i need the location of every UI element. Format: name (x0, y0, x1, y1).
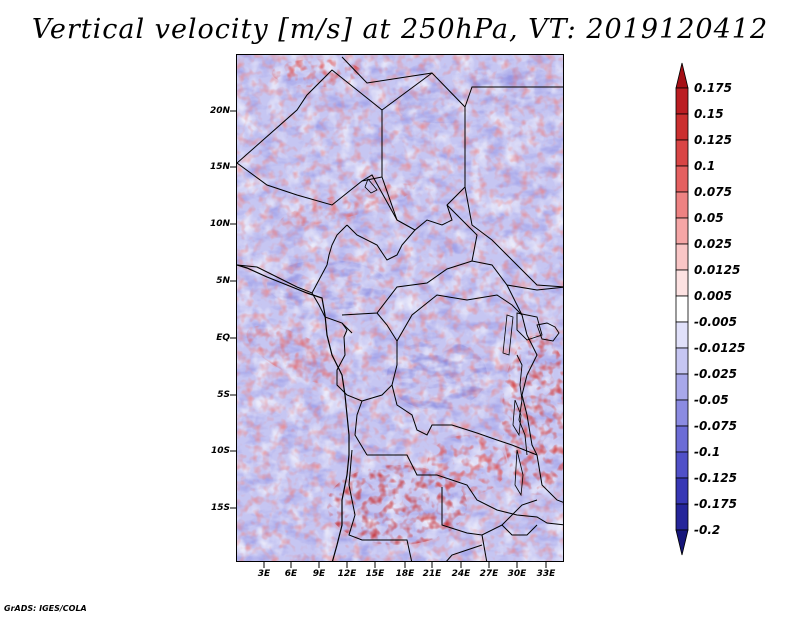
colorbar-label-11: -0.025 (694, 367, 737, 381)
colorbar-label-10: -0.0125 (694, 341, 746, 355)
colorbar-label-12: -0.05 (694, 393, 729, 407)
colorbar-swatch (675, 347, 689, 375)
colorbar-swatch (675, 62, 689, 89)
colorbar-swatch (675, 217, 689, 245)
ascent-regions (246, 59, 563, 545)
map-canvas (237, 55, 563, 561)
colorbar-label-0: 0.175 (694, 81, 732, 95)
lon-label-3e: 3E (257, 569, 271, 579)
lon-label-18e: 18E (395, 569, 415, 579)
colorbar-swatch (675, 139, 689, 167)
colorbar-swatch (675, 477, 689, 505)
colorbar-swatch (675, 243, 689, 271)
lon-label-15e: 15E (365, 569, 385, 579)
colorbar-label-15: -0.125 (694, 471, 737, 485)
colorbar-swatch (675, 529, 689, 556)
lon-label-27e: 27E (479, 569, 499, 579)
colorbar-swatch (675, 451, 689, 479)
lat-label-5s: 5S (217, 390, 230, 400)
axis-ticks (230, 110, 547, 568)
colorbar-label-17: -0.2 (694, 523, 721, 537)
colorbar-swatch (675, 269, 689, 297)
colorbar-swatch (675, 399, 689, 427)
colorbar-label-4: 0.075 (694, 185, 732, 199)
colorbar-label-2: 0.125 (694, 133, 732, 147)
colorbar-label-16: -0.175 (694, 497, 737, 511)
colorbar-label-14: -0.1 (694, 445, 721, 459)
lat-label-10s: 10S (210, 446, 230, 456)
colorbar-swatch (675, 113, 689, 141)
lat-label-15n: 15N (209, 162, 230, 172)
colorbar-label-13: -0.075 (694, 419, 737, 433)
lat-label-20n: 20N (209, 106, 230, 116)
lon-label-6e: 6E (284, 569, 298, 579)
colorbar-swatch (675, 373, 689, 401)
colorbar-label-5: 0.05 (694, 211, 724, 225)
lat-label-10n: 10N (209, 219, 230, 229)
colorbar-swatch (675, 425, 689, 453)
colorbar (675, 62, 689, 556)
colorbar-swatch (675, 503, 689, 531)
lon-label-9e: 9E (312, 569, 326, 579)
lon-label-33e: 33E (536, 569, 556, 579)
country-boundaries (237, 56, 563, 561)
coastline (237, 264, 560, 561)
footer-credit: GrADS: IGES/COLA (4, 604, 87, 613)
colorbar-swatch (675, 191, 689, 219)
colorbar-label-3: 0.1 (694, 159, 716, 173)
colorbar-swatch (675, 165, 689, 193)
colorbar-swatch (675, 87, 689, 115)
lat-label-eq: EQ (216, 333, 230, 343)
lon-label-21e: 21E (422, 569, 442, 579)
descent-regions (267, 66, 556, 410)
colorbar-label-8: 0.005 (694, 289, 732, 303)
lat-label-15s: 15S (210, 503, 230, 513)
colorbar-label-7: 0.0125 (694, 263, 741, 277)
colorbar-swatch (675, 295, 689, 323)
map-title: Vertical velocity [m/s] at 250hPa, VT: 2… (31, 14, 769, 45)
colorbar-label-1: 0.15 (694, 107, 724, 121)
lon-label-30e: 30E (507, 569, 527, 579)
lon-label-12e: 12E (337, 569, 357, 579)
lat-label-5n: 5N (216, 276, 230, 286)
colorbar-label-6: 0.025 (694, 237, 732, 251)
lon-label-24e: 24E (451, 569, 471, 579)
colorbar-label-9: -0.005 (694, 315, 737, 329)
colorbar-swatch (675, 321, 689, 349)
lake-outlines (364, 178, 524, 497)
map-panel (236, 54, 564, 562)
